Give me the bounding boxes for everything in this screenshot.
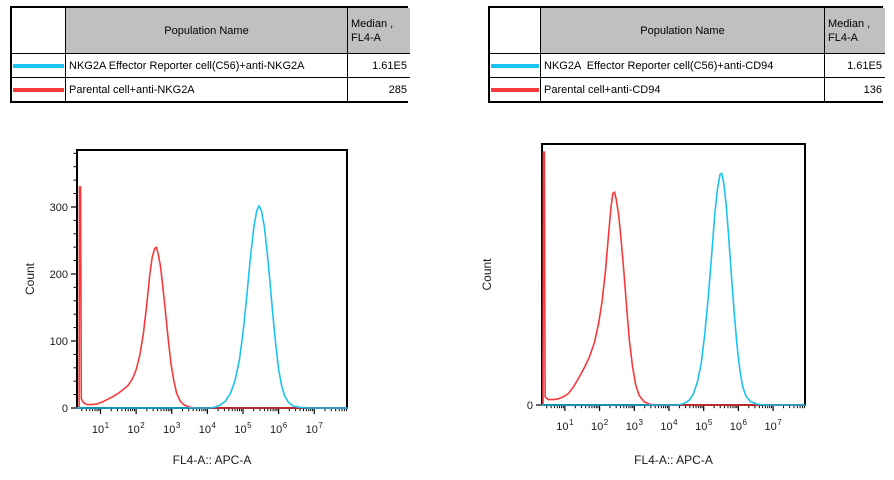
- median-value-effector: 1.61E5: [824, 53, 885, 77]
- parental-series-swatch: [491, 87, 539, 92]
- median-header-line1: Median ,: [828, 17, 871, 30]
- legend-row-parental-swatch-cell: [12, 77, 65, 101]
- legend-row-effector-swatch-cell: [12, 53, 65, 77]
- x-tick-label: 105: [695, 418, 713, 433]
- x-tick-label: 101: [556, 418, 574, 433]
- column-header-population: Population Name: [540, 8, 824, 53]
- x-tick-label: 103: [626, 418, 644, 433]
- median-header-line2: FL4-A: [351, 31, 381, 44]
- histogram-curve-parental: [76, 186, 348, 409]
- y-axis-title: Count: [480, 258, 494, 291]
- plot-frame: [541, 143, 806, 406]
- population-name-effector: NKG2A Effector Reporter cell(C56)+anti-C…: [540, 53, 824, 77]
- legend-table-anti-cd94[interactable]: Population Name Median , FL4-A NKG2A Eff…: [488, 6, 885, 103]
- median-header-line1: Median ,: [351, 17, 394, 30]
- axis-ticks: 101 102 103 104 105 106 107 0 100 200 300: [50, 152, 347, 436]
- y-tick-label: 0: [527, 400, 533, 412]
- median-value-effector: 1.61E5: [347, 53, 410, 77]
- histogram-curve-parental: [541, 151, 806, 406]
- population-name-parental: Parental cell+anti-NKG2A: [65, 77, 347, 101]
- histogram-curve-effector: [541, 172, 806, 406]
- x-tick-label: 105: [234, 421, 252, 436]
- y-tick-label: 200: [50, 269, 68, 281]
- legend-table-anti-nkg2a[interactable]: Population Name Median , FL4-A NKG2A Eff…: [10, 6, 410, 103]
- legend-row-parental-swatch-cell: [490, 77, 540, 101]
- population-name-parental: Parental cell+anti-CD94: [540, 77, 824, 101]
- y-tick-label: 300: [50, 202, 68, 214]
- legend-corner-cell: [12, 8, 65, 53]
- median-header-line2: FL4-A: [828, 31, 858, 44]
- median-value-parental: 285: [347, 77, 410, 101]
- parental-series-swatch: [13, 87, 64, 92]
- x-tick-label: 102: [128, 421, 146, 436]
- x-tick-label: 106: [730, 418, 748, 433]
- x-axis-title: FL4-A:: APC-A: [634, 453, 713, 467]
- x-tick-label: 101: [92, 421, 110, 436]
- x-tick-label: 107: [764, 418, 782, 433]
- effector-series-swatch: [491, 63, 539, 68]
- histogram-curve-effector: [76, 204, 348, 409]
- x-tick-label: 103: [163, 421, 181, 436]
- x-axis-title: FL4-A:: APC-A: [173, 453, 252, 467]
- x-tick-label: 104: [660, 418, 678, 433]
- x-tick-label: 107: [306, 421, 324, 436]
- y-tick-label: 0: [62, 403, 68, 415]
- legend-row-effector-swatch-cell: [490, 53, 540, 77]
- column-header-median: Median , FL4-A: [347, 8, 410, 53]
- x-tick-label: 102: [591, 418, 609, 433]
- x-tick-label: 104: [199, 421, 217, 436]
- x-tick-label: 106: [270, 421, 288, 436]
- population-name-effector: NKG2A Effector Reporter cell(C56)+anti-N…: [65, 53, 347, 77]
- column-header-population: Population Name: [65, 8, 347, 53]
- median-value-parental: 136: [824, 77, 885, 101]
- y-tick-label: 100: [50, 336, 68, 348]
- column-header-median: Median , FL4-A: [824, 8, 885, 53]
- y-axis-title: Count: [23, 262, 37, 295]
- plot-frame: [76, 149, 348, 409]
- effector-series-swatch: [13, 63, 64, 68]
- legend-corner-cell: [490, 8, 540, 53]
